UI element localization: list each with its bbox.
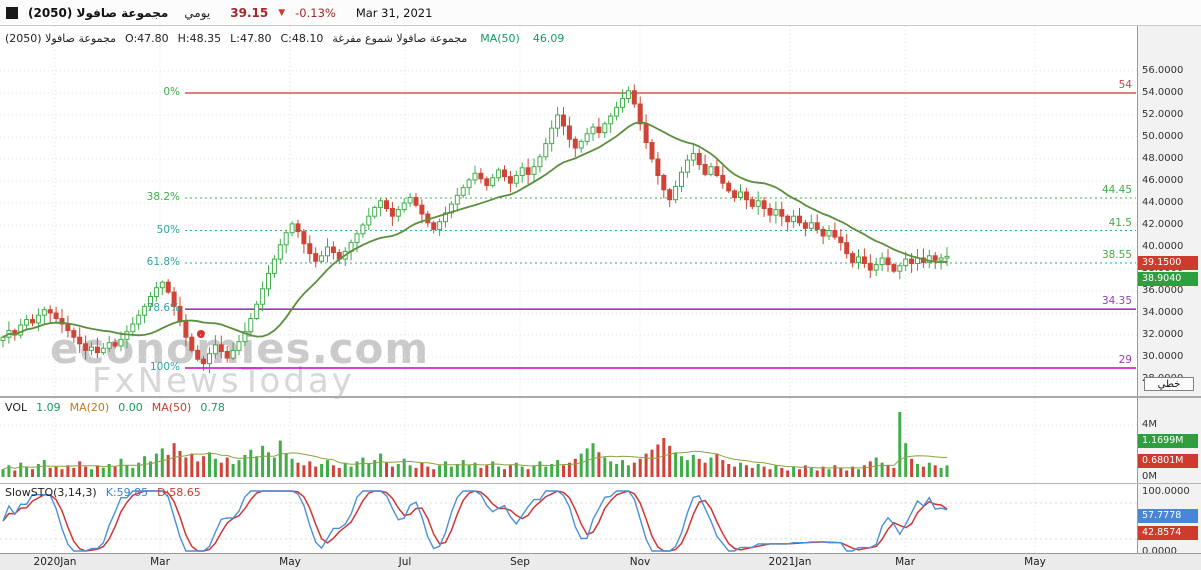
indicative-price-badge: 38.9040 (1138, 272, 1198, 286)
y-axis-label: 44.0000 (1142, 197, 1184, 208)
y-axis-label: 54.0000 (1142, 87, 1184, 98)
fib-level-label: 61.8% (146, 255, 180, 268)
fib-level-label: 50% (156, 223, 180, 236)
top-bar: مجموعة صافولا (2050) يومي 39.15 ▼ -0.13%… (0, 0, 1201, 26)
time-axis[interactable]: 2020Jan Mar May Jul Sep Nov 2021Jan Mar May (0, 553, 1201, 570)
x-axis-label: May (1024, 556, 1046, 568)
volume-label: VOL (5, 401, 28, 414)
sto-k-badge: 57.7778 (1138, 509, 1198, 523)
sto-k-value: K:59.85 (105, 486, 149, 499)
date-label: Mar 31, 2021 (355, 5, 433, 20)
x-axis-label: Nov (629, 556, 651, 568)
volume-value: 1.09 (36, 401, 61, 414)
main-chart-legend: مجموعة صافولا (2050) O:47.80 H:48.35 L:4… (5, 32, 564, 45)
legend-ma50-label: MA(50) (480, 32, 520, 45)
volume-axis-label: 4M (1142, 419, 1157, 430)
y-axis-label: 42.0000 (1142, 219, 1184, 230)
fib-level-label: 78.6% (146, 302, 180, 315)
y-axis-label: 52.0000 (1142, 109, 1184, 120)
x-axis-label: 2021Jan (768, 556, 812, 568)
timeframe-label[interactable]: يومي (184, 5, 211, 20)
scale-type-button[interactable]: خطي (1144, 377, 1194, 391)
stochastic-legend: SlowSTO(3,14,3) K:59.85 D:58.65 (5, 486, 201, 499)
sto-name: SlowSTO(3,14,3) (5, 486, 97, 499)
symbol-title: مجموعة صافولا (2050) (28, 5, 169, 20)
fib-level-value: 29 (1118, 354, 1132, 366)
y-axis-label: 32.0000 (1142, 329, 1184, 340)
x-axis-label: Mar (150, 556, 170, 568)
volume-red-badge: 0.6801M (1138, 454, 1198, 468)
x-axis-label: Mar (895, 556, 915, 568)
fib-level-value: 54 (1118, 79, 1132, 91)
legend-series-type: مجموعة صافولا شموع مفرغة (332, 32, 468, 45)
y-axis-label: 48.0000 (1142, 153, 1184, 164)
volume-green-badge: 1.1699M (1138, 434, 1198, 448)
x-axis-label: Sep (510, 556, 530, 568)
fib-level-value: 38.55 (1101, 248, 1132, 261)
panel-divider-volume-sto[interactable] (0, 483, 1201, 484)
y-axis-label: 34.0000 (1142, 307, 1184, 318)
sto-axis-label: 0.0000 (1142, 546, 1177, 557)
x-axis-label: 2020Jan (33, 556, 77, 568)
legend-open: O:47.80 (124, 32, 169, 45)
chart-canvas[interactable] (0, 0, 1137, 570)
volume-ma50-value: 0.78 (200, 401, 225, 414)
legend-high: H:48.35 (177, 32, 222, 45)
sto-axis-label: 100.0000 (1142, 486, 1190, 497)
app-icon[interactable] (6, 6, 18, 19)
legend-close: C:48.10 (280, 32, 324, 45)
fib-level-label: 100% (149, 361, 180, 373)
y-axis-label: 36.0000 (1142, 285, 1184, 296)
volume-ma50-label: MA(50) (151, 401, 192, 414)
last-price: 39.15 (230, 5, 269, 20)
volume-axis-label: 0M (1142, 471, 1157, 482)
y-axis-label: 30.0000 (1142, 351, 1184, 362)
x-axis-label: May (279, 556, 301, 568)
volume-ma20-label: MA(20) (69, 401, 110, 414)
fib-level-value: 34.35 (1101, 295, 1132, 308)
watermark-red-dot-icon (197, 330, 205, 338)
y-axis-label: 56.0000 (1142, 65, 1184, 76)
price-change-percent: -0.13% (295, 5, 336, 20)
volume-ma20-value: 0.00 (118, 401, 143, 414)
price-down-arrow-icon: ▼ (278, 7, 286, 18)
last-price-badge: 39.1500 (1138, 256, 1198, 270)
legend-low: L:47.80 (230, 32, 272, 45)
fib-level-label: 38.2% (146, 191, 180, 204)
y-axis-label: 46.0000 (1142, 175, 1184, 186)
panel-divider-main-volume[interactable] (0, 396, 1201, 398)
volume-legend: VOL 1.09 MA(20) 0.00 MA(50) 0.78 (5, 401, 225, 414)
fib-level-value: 44.45 (1101, 184, 1132, 197)
x-axis-label: Jul (398, 556, 412, 568)
legend-symbol-name: مجموعة صافولا (2050) (5, 32, 116, 45)
fib-level-label: 0% (163, 86, 180, 98)
legend-ma50-value: 46.09 (532, 32, 565, 45)
y-axis-label: 40.0000 (1142, 241, 1184, 252)
sto-d-badge: 42.8574 (1138, 526, 1198, 540)
y-axis-label: 50.0000 (1142, 131, 1184, 142)
sto-d-value: D:58.65 (157, 486, 201, 499)
fib-level-value: 41.5 (1108, 216, 1132, 229)
